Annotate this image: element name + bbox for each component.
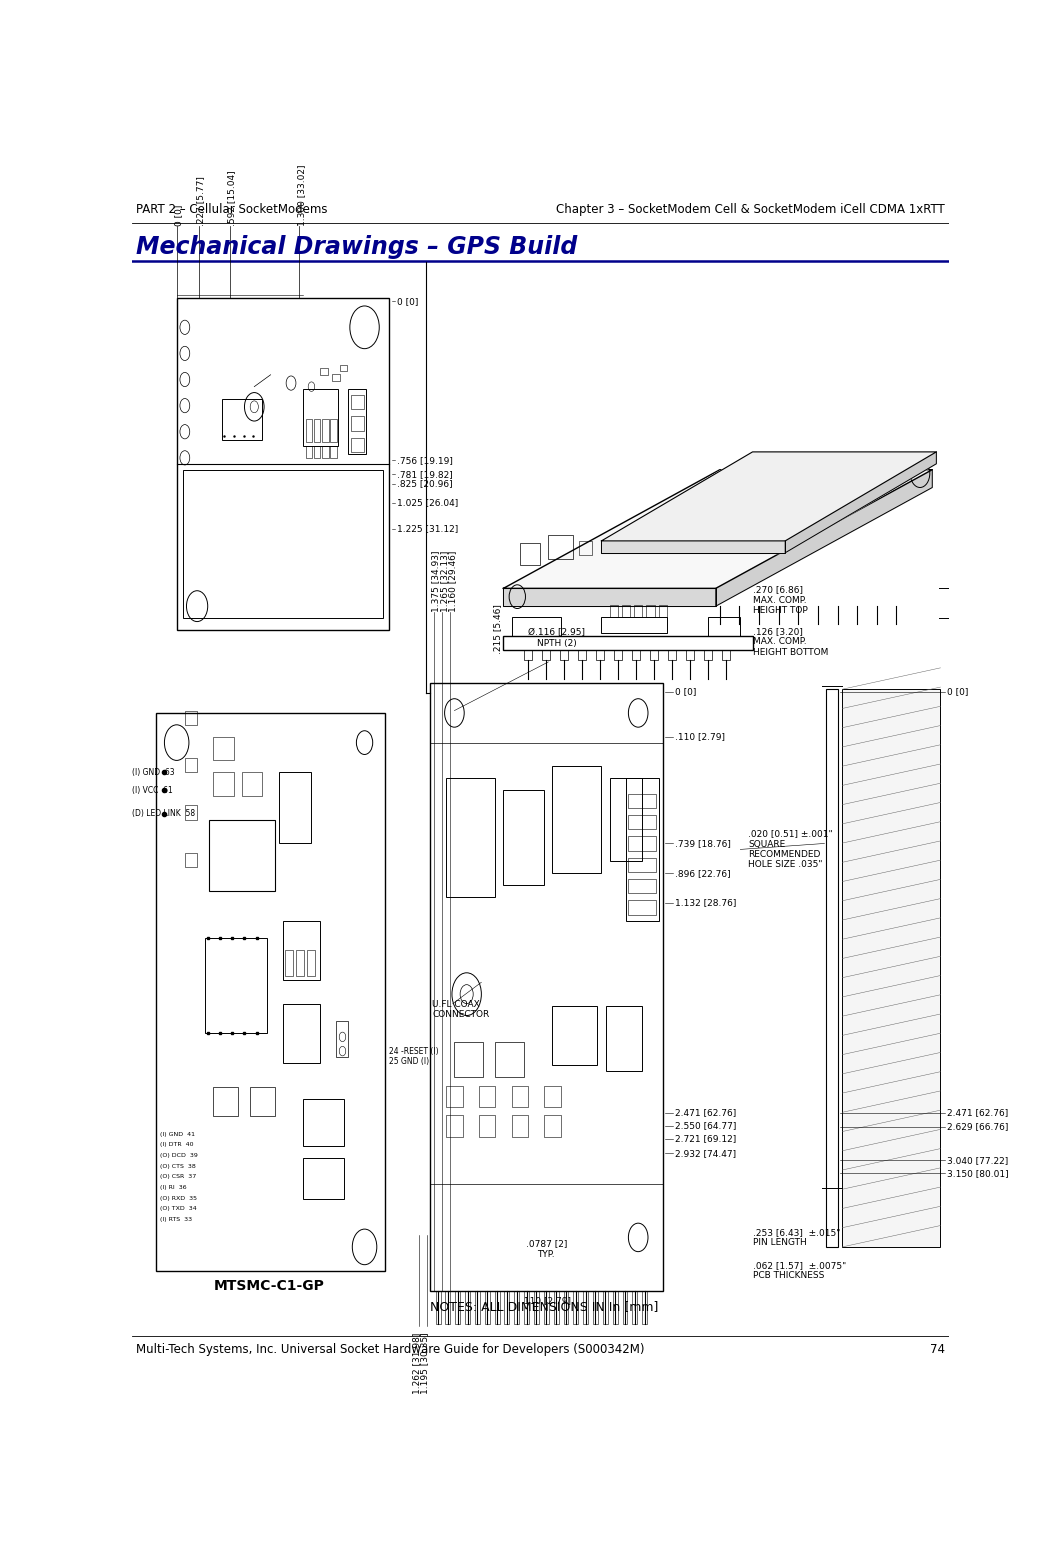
Bar — [282, 1003, 319, 1063]
Bar — [184, 806, 197, 820]
Bar — [609, 778, 642, 861]
Text: 1.375 [34.93]: 1.375 [34.93] — [431, 550, 441, 612]
Bar — [475, 1291, 480, 1324]
Text: (O) DCD  39: (O) DCD 39 — [160, 1153, 198, 1157]
Bar — [649, 650, 658, 660]
Bar — [323, 445, 329, 458]
Bar — [842, 689, 940, 1247]
Text: 24 -RESET (I): 24 -RESET (I) — [389, 1046, 438, 1056]
Bar — [304, 1157, 344, 1199]
Bar — [314, 419, 320, 442]
Text: 2.629 [66.76]: 2.629 [66.76] — [946, 1122, 1009, 1131]
Bar — [340, 365, 347, 371]
Bar — [628, 858, 657, 872]
Bar — [560, 650, 568, 660]
Bar — [524, 1291, 529, 1324]
Text: .825 [20.96]: .825 [20.96] — [397, 479, 453, 488]
Bar — [628, 837, 657, 851]
Text: .062 [1.57]  ±.0075"
PCB THICKNESS: .062 [1.57] ±.0075" PCB THICKNESS — [753, 1261, 845, 1281]
Text: 1.262 [31.98]: 1.262 [31.98] — [412, 1333, 422, 1393]
Text: .739 [18.76]: .739 [18.76] — [675, 838, 730, 848]
Bar — [479, 1085, 495, 1106]
Bar — [485, 1291, 490, 1324]
Bar — [685, 650, 694, 660]
Bar — [578, 650, 586, 660]
Text: (I) RTS  33: (I) RTS 33 — [160, 1217, 193, 1222]
Text: 0 [0]: 0 [0] — [675, 687, 697, 697]
Text: (O) CTS  38: (O) CTS 38 — [160, 1163, 196, 1168]
Text: .0787 [2]
TYP.: .0787 [2] TYP. — [526, 1239, 567, 1259]
Text: 1.300 [33.02]: 1.300 [33.02] — [297, 165, 306, 227]
Bar — [659, 606, 667, 616]
Text: 2.932 [74.47]: 2.932 [74.47] — [675, 1148, 736, 1157]
Bar — [628, 815, 657, 829]
Bar — [177, 297, 389, 630]
Bar — [278, 772, 312, 843]
Bar — [542, 650, 550, 660]
Bar — [446, 778, 495, 897]
Bar — [304, 1099, 344, 1147]
Polygon shape — [504, 470, 933, 589]
Bar — [511, 1116, 528, 1137]
Bar — [351, 438, 364, 452]
Bar — [612, 1291, 618, 1324]
Bar — [544, 1116, 561, 1137]
Bar — [307, 951, 315, 977]
Polygon shape — [785, 452, 936, 553]
Text: .756 [19.19]: .756 [19.19] — [397, 456, 453, 465]
Bar — [479, 1116, 495, 1137]
Text: .227 [5.77]: .227 [5.77] — [196, 177, 206, 227]
Bar — [184, 710, 197, 724]
Bar — [184, 854, 197, 868]
Text: 0 [0]: 0 [0] — [946, 687, 969, 697]
Bar — [250, 1086, 275, 1116]
Bar — [213, 1086, 238, 1116]
Bar — [210, 820, 275, 891]
Text: .592 [15.04]: .592 [15.04] — [228, 171, 236, 227]
Bar — [156, 713, 385, 1271]
Bar — [826, 689, 838, 1247]
Bar — [632, 1291, 638, 1324]
Bar — [511, 616, 561, 636]
Text: (I) RI  36: (I) RI 36 — [160, 1185, 187, 1190]
Polygon shape — [716, 470, 933, 606]
Bar — [580, 541, 591, 555]
Text: .126 [3.20]
MAX. COMP.
HEIGHT BOTTOM: .126 [3.20] MAX. COMP. HEIGHT BOTTOM — [753, 627, 828, 656]
Bar — [564, 1291, 568, 1324]
Bar — [603, 1291, 608, 1324]
Bar — [213, 737, 234, 760]
Text: 3.040 [77.22]: 3.040 [77.22] — [946, 1156, 1009, 1165]
Bar — [602, 616, 667, 633]
Bar — [609, 606, 618, 616]
Text: 1.195 [30.35]: 1.195 [30.35] — [421, 1333, 429, 1395]
Text: 2.721 [69.12]: 2.721 [69.12] — [675, 1134, 736, 1143]
Bar — [505, 1291, 509, 1324]
Bar — [667, 650, 676, 660]
Bar — [332, 373, 340, 381]
Text: Multi-Tech Systems, Inc. Universal Socket Hardware Guide for Developers (S000342: Multi-Tech Systems, Inc. Universal Socke… — [136, 1344, 644, 1356]
Text: (O) CSR  37: (O) CSR 37 — [160, 1174, 197, 1179]
Text: 1.225 [31.12]: 1.225 [31.12] — [397, 524, 458, 533]
Bar — [534, 1291, 539, 1324]
Text: Chapter 3 – SocketModem Cell & SocketModem iCell CDMA 1xRTT: Chapter 3 – SocketModem Cell & SocketMod… — [555, 203, 944, 216]
Text: 1.132 [28.76]: 1.132 [28.76] — [675, 898, 737, 908]
Bar — [646, 606, 655, 616]
Bar — [286, 951, 293, 977]
Text: .896 [22.76]: .896 [22.76] — [675, 869, 730, 878]
Bar — [628, 900, 657, 915]
Bar — [296, 951, 305, 977]
Bar — [707, 616, 740, 636]
Bar — [544, 1085, 561, 1106]
Bar — [446, 1116, 463, 1137]
Bar — [635, 606, 642, 616]
Bar — [221, 399, 262, 441]
Bar — [553, 1291, 559, 1324]
Bar — [511, 1085, 528, 1106]
Text: 0 [0]: 0 [0] — [174, 205, 183, 227]
Text: Mechanical Drawings – GPS Build: Mechanical Drawings – GPS Build — [136, 234, 578, 259]
Polygon shape — [504, 589, 716, 606]
Bar — [583, 1291, 588, 1324]
Bar — [552, 766, 602, 874]
Bar — [351, 416, 364, 430]
Bar — [628, 878, 657, 894]
